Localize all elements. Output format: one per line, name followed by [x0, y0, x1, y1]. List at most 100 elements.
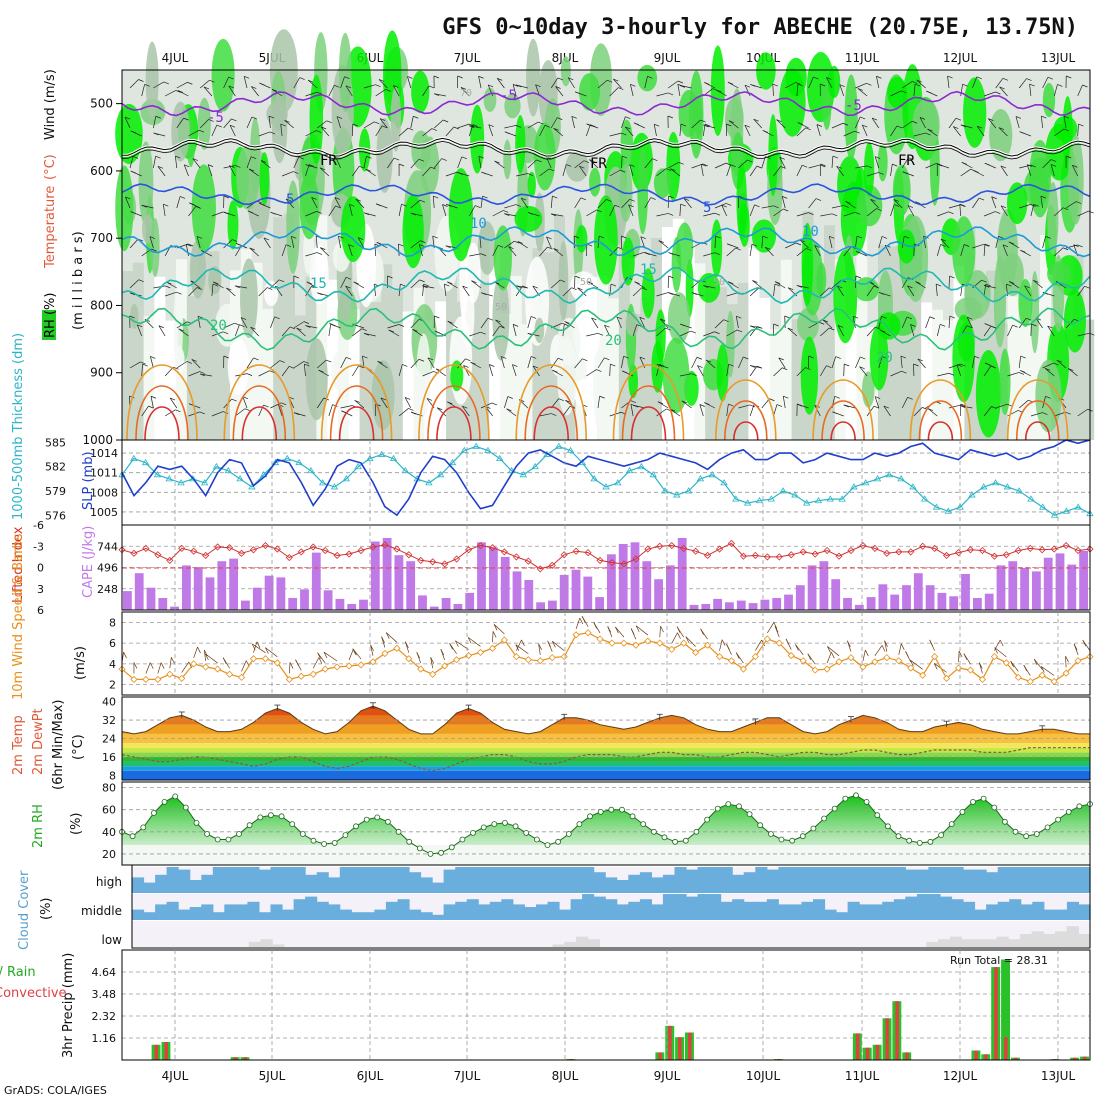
cape-bar — [854, 604, 864, 610]
warm-contour — [715, 379, 777, 441]
cape-bar — [382, 538, 392, 610]
rh-shading — [115, 29, 1095, 440]
rh-marker — [597, 809, 604, 815]
cape-bar — [807, 565, 817, 610]
thickness-marker — [531, 462, 539, 470]
cloud-bar — [778, 904, 791, 920]
precip-convective-bar — [688, 1032, 692, 1060]
warm-contour — [515, 364, 587, 441]
cape-bar — [713, 598, 722, 610]
cape-bar — [559, 574, 569, 610]
cloud-bar — [420, 912, 433, 920]
li-marker — [321, 546, 329, 555]
cape-bar — [748, 603, 758, 610]
rh-marker — [395, 828, 402, 835]
day-label-bottom: 11JUL — [845, 1069, 880, 1083]
day-labels-bottom: 4JUL 5JUL 6JUL 7JUL 8JUL 9JUL 10JUL 11JUL 12JUL 1… — [162, 1069, 1076, 1083]
li-marker — [405, 551, 413, 559]
cloud-bar — [697, 867, 710, 893]
cloud-bar — [824, 909, 837, 920]
thickness-marker — [720, 479, 728, 486]
wind-speed-markers — [118, 629, 1094, 686]
rh-marker — [565, 831, 572, 837]
thickness-marker — [496, 454, 504, 462]
cape-bar — [359, 599, 368, 610]
precip-convective-bar — [154, 1044, 159, 1060]
li-marker — [524, 557, 532, 565]
cloud-bar — [743, 872, 756, 893]
cloud-bar — [397, 867, 410, 893]
wind-marker — [883, 654, 891, 662]
cloud-bar — [870, 867, 883, 893]
thickness-marker — [224, 466, 232, 474]
cloud-bar — [996, 936, 1009, 947]
dewpoint-label: 2m DewPt — [31, 708, 46, 775]
cloud-bar — [997, 901, 1010, 920]
cloud-bar — [813, 899, 826, 920]
rh-marker — [342, 832, 349, 838]
cape-bar — [394, 555, 404, 610]
temperature-contour — [121, 307, 1091, 351]
warm-contour — [812, 379, 874, 441]
temp-band — [122, 752, 1090, 757]
cloud-bar — [385, 901, 398, 920]
cloud-bar — [1066, 926, 1079, 947]
cape-bar — [323, 590, 333, 610]
li-marker — [333, 551, 341, 560]
rh-marker — [629, 813, 636, 820]
rh-marker — [789, 837, 796, 844]
rh-markers — [119, 792, 1093, 857]
rh-marker — [693, 828, 700, 835]
thickness-marker — [200, 479, 209, 486]
rh-marker — [140, 824, 147, 831]
cape-bar — [512, 571, 522, 610]
thickness-marker — [153, 471, 162, 478]
cloud-bar — [351, 867, 364, 893]
thickness-marker — [696, 475, 705, 482]
li-marker — [763, 553, 771, 561]
precip-convective-bar — [865, 1047, 870, 1060]
cloud-bar — [766, 899, 779, 920]
li-marker — [154, 551, 162, 559]
wind-marker — [835, 658, 843, 666]
thickness-marker — [625, 466, 634, 474]
day-label-bottom: 13JUL — [1041, 1069, 1076, 1083]
cloud-bar — [813, 867, 826, 893]
contour-label: 15 — [640, 262, 657, 278]
wind-marker — [1026, 677, 1034, 686]
warm-contour — [621, 385, 676, 441]
rh-marker — [491, 821, 498, 827]
cloud-bar — [1009, 867, 1022, 893]
cape-bar — [677, 538, 687, 610]
cape-bar — [607, 554, 616, 610]
li-marker — [919, 542, 927, 550]
cloud-bar — [570, 899, 583, 920]
cloud-bar — [928, 867, 941, 893]
thickness-marker — [389, 454, 398, 462]
li-marker — [225, 544, 234, 552]
temp-band — [122, 770, 1090, 780]
cloud-level-label: low — [102, 933, 123, 947]
cloud-bar — [893, 899, 906, 920]
thickness-marker — [956, 503, 964, 510]
cloud-bar — [709, 894, 722, 920]
rh-marker — [278, 813, 285, 820]
li-marker — [584, 549, 592, 557]
wind-marker — [512, 653, 520, 661]
cloud-bar — [166, 901, 179, 920]
precip-convective-bar — [994, 967, 998, 1060]
wind-panel-units: (m/s) — [73, 646, 88, 680]
cloud-bar — [524, 907, 537, 920]
cloud-bar — [778, 867, 791, 893]
wind-marker — [321, 665, 329, 673]
li-marker — [1074, 546, 1082, 555]
rh-marker — [501, 820, 508, 826]
wind-marker — [381, 649, 389, 658]
cloud-bar — [259, 912, 272, 920]
wind-marker — [596, 635, 604, 643]
cloud-bar — [466, 867, 479, 893]
wind-marker — [787, 652, 795, 660]
wind-marker — [632, 641, 640, 649]
cape-tick-label: 248 — [97, 583, 118, 596]
day-label-bottom: 12JUL — [943, 1069, 978, 1083]
